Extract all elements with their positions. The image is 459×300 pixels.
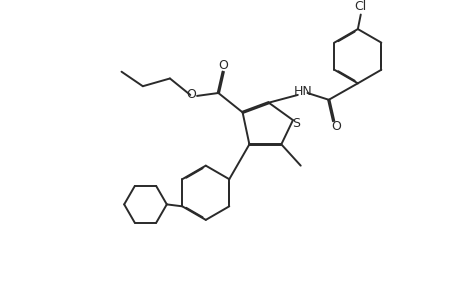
Text: O: O — [218, 59, 228, 72]
Text: S: S — [291, 118, 299, 130]
Text: O: O — [186, 88, 196, 101]
Text: HN: HN — [293, 85, 311, 98]
Text: Cl: Cl — [354, 0, 366, 13]
Text: O: O — [331, 120, 341, 134]
